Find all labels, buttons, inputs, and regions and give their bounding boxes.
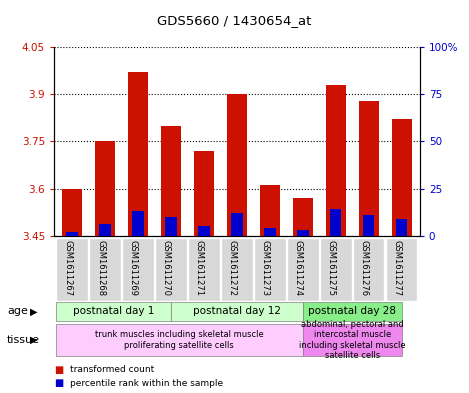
Text: GSM1611274: GSM1611274	[294, 240, 303, 296]
Text: percentile rank within the sample: percentile rank within the sample	[70, 379, 223, 387]
Text: GSM1611277: GSM1611277	[393, 240, 401, 296]
Text: GSM1611273: GSM1611273	[261, 240, 270, 296]
Bar	[297, 230, 309, 236]
Bar	[132, 211, 144, 236]
Bar	[254, 238, 286, 301]
Bar	[293, 198, 313, 236]
Text: GSM1611268: GSM1611268	[96, 240, 105, 296]
Bar	[264, 228, 276, 236]
Bar	[89, 238, 121, 301]
Bar	[171, 301, 303, 321]
Text: GSM1611270: GSM1611270	[162, 240, 171, 296]
Text: GSM1611276: GSM1611276	[360, 240, 369, 296]
Text: tissue: tissue	[7, 335, 40, 345]
Bar	[165, 217, 177, 236]
Bar	[122, 238, 154, 301]
Bar	[227, 94, 247, 236]
Bar	[198, 226, 210, 236]
Bar	[56, 324, 303, 356]
Bar	[128, 72, 148, 236]
Bar	[99, 224, 111, 236]
Text: GSM1611271: GSM1611271	[195, 240, 204, 296]
Bar	[194, 151, 214, 236]
Bar	[56, 238, 88, 301]
Bar	[95, 141, 115, 236]
Text: abdominal, pectoral and
intercostal muscle
including skeletal muscle
satellite c: abdominal, pectoral and intercostal musc…	[299, 320, 406, 360]
Bar	[161, 126, 181, 236]
Bar	[260, 185, 280, 236]
Text: ▶: ▶	[30, 335, 38, 345]
Bar	[353, 238, 385, 301]
Text: GSM1611267: GSM1611267	[63, 240, 72, 296]
Bar	[303, 301, 401, 321]
Bar	[62, 189, 82, 236]
Bar	[330, 209, 341, 236]
Bar	[56, 301, 171, 321]
Text: age: age	[7, 307, 28, 316]
Bar	[359, 101, 378, 236]
Bar	[66, 232, 78, 236]
Bar	[363, 215, 374, 236]
Bar	[392, 119, 411, 236]
Bar	[231, 213, 242, 236]
Text: postnatal day 1: postnatal day 1	[73, 307, 154, 316]
Text: ■: ■	[54, 378, 63, 388]
Text: GSM1611272: GSM1611272	[228, 240, 237, 296]
Text: GSM1611269: GSM1611269	[129, 240, 138, 296]
Bar	[326, 85, 346, 236]
Text: GDS5660 / 1430654_at: GDS5660 / 1430654_at	[157, 14, 312, 27]
Bar	[396, 219, 408, 236]
Text: GSM1611275: GSM1611275	[327, 240, 336, 296]
Text: ■: ■	[54, 365, 63, 375]
Text: postnatal day 28: postnatal day 28	[308, 307, 396, 316]
Bar	[188, 238, 219, 301]
Text: ▶: ▶	[30, 307, 38, 316]
Bar	[155, 238, 187, 301]
Bar	[303, 324, 401, 356]
Text: trunk muscles including skeletal muscle
proliferating satellite cells: trunk muscles including skeletal muscle …	[95, 330, 264, 350]
Bar	[320, 238, 352, 301]
Bar	[221, 238, 253, 301]
Text: transformed count: transformed count	[70, 365, 155, 375]
Bar	[386, 238, 417, 301]
Text: postnatal day 12: postnatal day 12	[193, 307, 281, 316]
Bar	[287, 238, 318, 301]
